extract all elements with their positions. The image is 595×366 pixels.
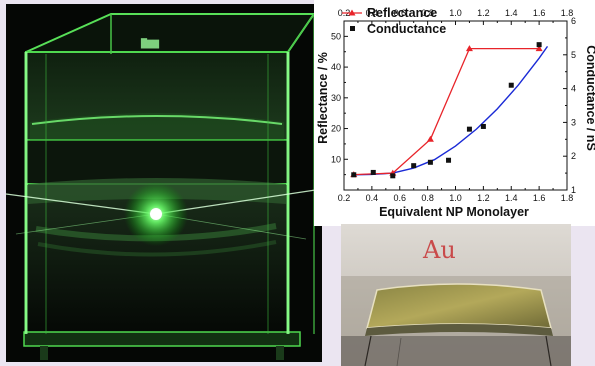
cuvette-laser-photo: ▇▆▆ (6, 4, 322, 362)
x-tick-label-top: 1.4 (505, 8, 518, 18)
x-tick-label-top: 0.6 (393, 8, 406, 18)
reflectance-conductance-chart: 0.2 0.4 0.6 0.8 1.0 1.2 1.4 1.6 1.8 0.2 0.4 0.6 0.8… (314, 0, 595, 226)
conductance-point (351, 172, 357, 178)
x-tick-label-top: 0.8 (421, 8, 434, 18)
x-tick-label-bottom: 1.0 (449, 193, 462, 203)
y-left-tick-label: 20 (331, 124, 341, 134)
x-tick-label-bottom: 1.2 (477, 193, 490, 203)
reflectance-point (535, 45, 543, 52)
conductance-point (427, 159, 433, 165)
x-tick-label-bottom: 1.4 (505, 193, 518, 203)
x-tick-label-bottom: 1.8 (561, 193, 574, 203)
x-tick-label-top: 0.4 (366, 8, 379, 18)
conductance-point (370, 169, 376, 175)
x-tick-label-top: 1.8 (561, 8, 574, 18)
handwritten-au-label: Au (422, 236, 456, 264)
conductance-point (411, 163, 417, 169)
x-tick-label-top: 1.2 (477, 8, 490, 18)
glass-label-mark: ▇▆▆ (140, 38, 160, 49)
legend-conductance-marker (350, 26, 355, 31)
y-right-tick-label: 4 (571, 84, 576, 94)
x-tick-label-top: 1.6 (533, 8, 546, 18)
y-right-tick-label: 6 (571, 16, 576, 26)
y-left-tick-label: 40 (331, 62, 341, 72)
legend-conductance: Conductance (367, 22, 446, 36)
y-left-tick-label: 50 (331, 31, 341, 41)
conductance-point (480, 123, 486, 129)
conductance-point (508, 82, 514, 88)
x-tick-label-bottom: 0.6 (393, 193, 406, 203)
x-axis-title: Equivalent NP Monolayer (379, 205, 529, 219)
x-tick-label-bottom: 1.6 (533, 193, 546, 203)
legend-reflectance-marker (348, 9, 356, 16)
y-right-tick-label: 3 (571, 117, 576, 127)
x-tick-label-top: 1.0 (449, 8, 462, 18)
y-right-tick-label: 2 (571, 151, 576, 161)
conductance-point (466, 126, 472, 132)
y-right-tick-label: 5 (571, 50, 576, 60)
y-axis-right-title: Conductance / nS (584, 45, 595, 151)
conductance-point (390, 173, 396, 179)
y-left-tick-label: 10 (331, 154, 341, 164)
x-tick-label-bottom: 0.2 (338, 193, 351, 203)
reflectance-point (426, 135, 434, 142)
conductance-point (536, 42, 542, 48)
y-left-tick-label: 30 (331, 93, 341, 103)
reflectance-point (465, 45, 473, 52)
gold-film-photo: Au ᐱı (341, 224, 571, 366)
y-right-tick-label: 1 (571, 185, 576, 195)
legend-reflectance: Reflectance (367, 6, 437, 20)
conductance-point (446, 157, 452, 163)
x-tick-label-bottom: 0.4 (366, 193, 379, 203)
y-axis-left-title: Reflectance / % (316, 52, 330, 144)
x-tick-label-bottom: 0.8 (421, 193, 434, 203)
